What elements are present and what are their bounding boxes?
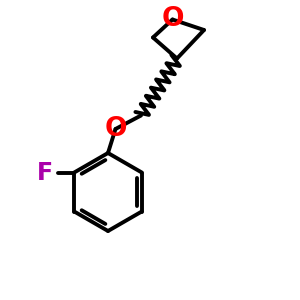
Text: O: O bbox=[104, 116, 127, 142]
Text: F: F bbox=[37, 160, 53, 184]
Text: O: O bbox=[161, 7, 184, 32]
